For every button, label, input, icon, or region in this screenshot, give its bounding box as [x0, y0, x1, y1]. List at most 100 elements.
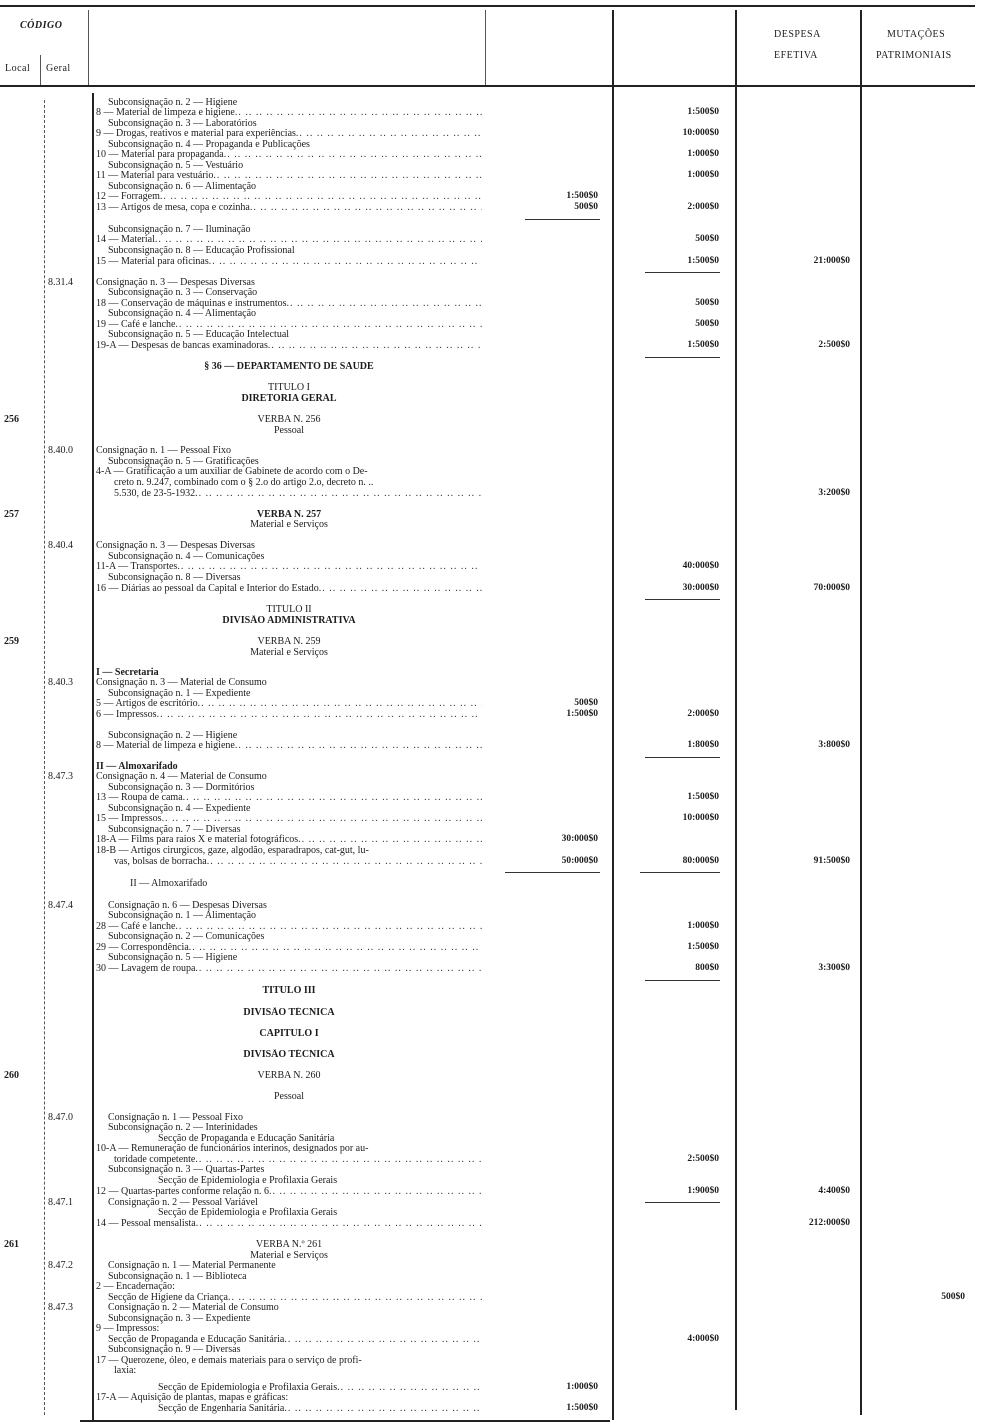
row-description: 16 — Diárias ao pessoal da Capital e Int… [96, 583, 319, 594]
table-row: 256 VERBA N. 256 [0, 414, 989, 425]
column-divider-geral [88, 10, 89, 85]
row-description: vas, bolsas de borracha [114, 856, 207, 867]
row-description: 9 — Impressos: [96, 1323, 160, 1334]
amount-c3: 4:400$0 [818, 1186, 850, 1196]
row-text-cell: Subconsignação n. 5 — Educação Intelectu… [108, 329, 482, 340]
row-description: Consignação n. 3 — Material de Consumo [96, 677, 267, 688]
row-text-cell: Subconsignação n. 9 — Diversas [108, 1344, 482, 1355]
row-text-cell: Secção de Epidemiologia e Profilaxia Ger… [158, 1207, 482, 1218]
row-description: II — Almoxarifado [96, 761, 178, 772]
table-row: Subconsignação n. 7 — Iluminação [0, 224, 989, 235]
table-row: Secção de Epidemiologia e Profilaxia Ger… [0, 1175, 989, 1186]
row-description: 13 — Artigos de mesa, copa e cozinha [96, 202, 250, 213]
row-text-cell: 13 — Artigos de mesa, copa e cozinha .. … [96, 202, 482, 213]
row-text-cell: Material e Serviços [96, 1250, 482, 1261]
row-text-cell: 4-A — Gratificação a um auxiliar de Gabi… [96, 466, 482, 477]
row-text-cell: 12 — Quartas-partes conforme relação n. … [96, 1186, 482, 1197]
dot-leader: .. .. .. .. .. .. .. .. .. .. .. .. .. .… [175, 921, 482, 932]
dot-leader: .. .. .. .. .. .. .. .. .. .. .. .. .. .… [284, 1334, 482, 1345]
row-text-cell: Consignação n. 6 — Despesas Diversas [108, 900, 482, 911]
row-description: Subconsignação n. 3 — Quartas-Partes [108, 1164, 265, 1175]
table-row: Subconsignação n. 5 — Gratificações [0, 456, 989, 467]
table-row: 15 — Impressos .. .. .. .. .. .. .. .. .… [0, 813, 989, 824]
amount-c1: 1:500$0 [566, 191, 598, 201]
dot-leader: .. .. .. .. .. .. .. .. .. .. .. .. .. .… [268, 1186, 482, 1197]
amount-c1: 1:500$0 [566, 709, 598, 719]
amount-c2: 1:500$0 [687, 256, 719, 266]
subtotal-rule [645, 599, 720, 600]
table-row: 18-A — Films para raios X e material fot… [0, 834, 989, 845]
row-description: Material e Serviços [250, 647, 328, 658]
row-description: 18 — Conservação de máquinas e instrumen… [96, 298, 287, 309]
row-text-cell: 15 — Material para oficinas .. .. .. .. … [96, 256, 482, 267]
amount-c2: 2:000$0 [687, 202, 719, 212]
row-text-cell: Subconsignação n. 3 — Dormitórios [108, 782, 482, 793]
row-description: 11-A — Transportes [96, 561, 178, 572]
row-text-cell: 2 — Encadernação: [96, 1281, 482, 1292]
dot-leader: .. .. .. .. .. .. .. .. .. .. .. .. .. .… [195, 1218, 482, 1229]
amount-c1: 500$0 [574, 202, 598, 212]
row-text-cell: TITULO I [96, 382, 482, 393]
row-description: VERBA N. 259 [257, 636, 321, 647]
row-description: VERBA N.º 261 [255, 1239, 323, 1250]
dot-leader: .. .. .. .. .. .. .. .. .. .. .. .. .. .… [249, 202, 482, 213]
row-description: Consignação n. 4 — Material de Consumo [96, 771, 267, 782]
row-description: DIVISÃO ADMINISTRATIVA [222, 615, 356, 626]
table-row: 19 — Café e lanche .. .. .. .. .. .. .. … [0, 319, 989, 330]
row-description: Consignação n. 3 — Despesas Diversas [96, 540, 255, 551]
row-description: 10 — Material para propaganda [96, 149, 224, 160]
row-description: Subconsignação n. 5 — Higiene [108, 952, 238, 963]
table-row: 15 — Material para oficinas .. .. .. .. … [0, 256, 989, 267]
table-row: 18 — Conservação de máquinas e instrumen… [0, 298, 989, 309]
table-row: 2 — Encadernação: [0, 1281, 989, 1292]
row-text-cell: 10-A — Remuneração de funcionários inter… [96, 1143, 482, 1154]
table-row: Secção de Epidemiologia e Profilaxia Ger… [0, 1382, 989, 1393]
amount-c2: 1:500$0 [687, 340, 719, 350]
row-description: 19-A — Despesas de bancas examinadoras [96, 340, 268, 351]
table-row: 8.47.3 Consignação n. 4 — Material de Con… [0, 771, 989, 782]
row-text-cell: Subconsignação n. 1 — Biblioteca [108, 1271, 482, 1282]
row-text-cell: Subconsignação n. 3 — Laboratórios [108, 118, 482, 129]
row-description: 17 — Querozene, óleo, e demais materiais… [96, 1355, 362, 1366]
row-description: 14 — Pessoal mensalista [96, 1218, 196, 1229]
row-text-cell: Pessoal [96, 1091, 482, 1102]
row-description: VERBA N. 256 [257, 414, 321, 425]
row-description: Subconsignação n. 7 — Iluminação [108, 224, 251, 235]
table-row: 14 — Material .. .. .. .. .. .. .. .. ..… [0, 234, 989, 245]
row-text-cell: DIVISÃO ADMINISTRATIVA [96, 615, 482, 626]
table-row: DIVISÃO TÉCNICA [0, 1049, 989, 1060]
row-description: I — Secretaria [96, 667, 159, 678]
row-text-cell: Material e Serviços [96, 519, 482, 530]
amount-c2: 2:500$0 [687, 1154, 719, 1164]
subtotal-rule [645, 980, 720, 981]
row-description: Consignação n. 3 — Despesas Diversas [96, 277, 255, 288]
row-description: 9 — Drogas, reativos e material para exp… [96, 128, 296, 139]
amount-c3: 91:500$0 [813, 856, 850, 866]
row-text-cell: CAPITULO I [96, 1028, 482, 1039]
table-row: Subconsignação n. 2 — Interinidades [0, 1122, 989, 1133]
table-row: Subconsignação n. 8 — Diversas [0, 572, 989, 583]
dot-leader: .. .. .. .. .. .. .. .. .. .. .. .. .. .… [188, 942, 482, 953]
table-row: 8.47.3 Consignação n. 2 — Material de Con… [0, 1302, 989, 1313]
table-row: 4-A — Gratificação a um auxiliar de Gabi… [0, 466, 989, 477]
row-text-cell: I — Secretaria [96, 667, 482, 678]
row-description: Subconsignação n. 2 — Interinidades [108, 1122, 258, 1133]
row-description: Subconsignação n. 3 — Dormitórios [108, 782, 255, 793]
row-text-cell: Consignação n. 3 — Despesas Diversas [96, 277, 482, 288]
table-row: 14 — Pessoal mensalista .. .. .. .. .. .… [0, 1218, 989, 1229]
amount-c2: 1:000$0 [687, 921, 719, 931]
row-description: Subconsignação n. 5 — Gratificações [108, 456, 259, 467]
row-text-cell: Pessoal [96, 425, 482, 436]
row-text-cell: Subconsignação n. 3 — Expediente [108, 1313, 482, 1324]
row-description: Subconsignação n. 4 — Propaganda e Publi… [108, 139, 310, 150]
row-text-cell: Subconsignação n. 5 — Vestuário [108, 160, 482, 171]
table-row: Subconsignação n. 3 — Dormitórios [0, 782, 989, 793]
table-row: Subconsignação n. 4 — Expediente [0, 803, 989, 814]
row-text-cell: 16 — Diárias ao pessoal da Capital e Int… [96, 583, 482, 594]
table-row: Secção de Epidemiologia e Profilaxia Ger… [0, 1207, 989, 1218]
row-text-cell: VERBA N. 260 [96, 1070, 482, 1081]
row-description: Subconsignação n. 3 — Conservação [108, 287, 258, 298]
table-row: Subconsignação n. 9 — Diversas [0, 1344, 989, 1355]
column-divider-text-header [485, 10, 486, 85]
row-description: DIVISÃO TÉCNICA [243, 1049, 335, 1060]
